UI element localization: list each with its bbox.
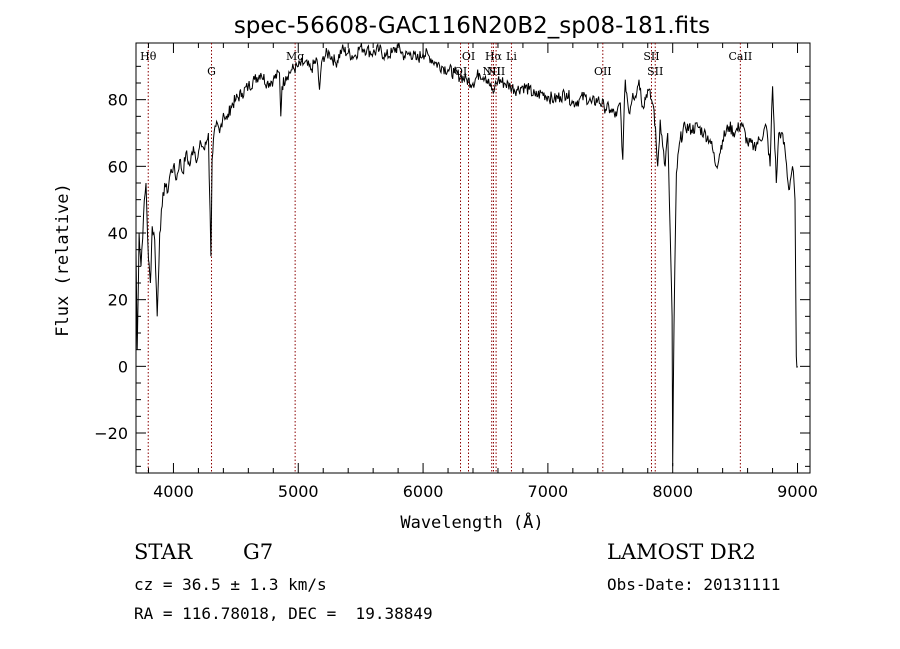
observation-date: Obs-Date: 20131111 bbox=[607, 575, 781, 594]
y-axis-label: Flux (relative) bbox=[53, 183, 73, 337]
line-marker-label: Li bbox=[506, 50, 517, 63]
x-tick-label: 8000 bbox=[652, 482, 693, 501]
y-tick-label: 0 bbox=[118, 357, 128, 376]
y-tick-label: 20 bbox=[108, 291, 128, 310]
x-tick-label: 6000 bbox=[403, 482, 444, 501]
coordinates: RA = 116.78018, DEC = 19.38849 bbox=[134, 604, 433, 623]
line-marker-label: CaII bbox=[729, 50, 753, 63]
survey-name: LAMOST DR2 bbox=[607, 540, 756, 564]
y-tick-label: −20 bbox=[94, 424, 128, 443]
y-tick-label: 60 bbox=[108, 157, 128, 176]
line-marker-label: NII bbox=[487, 65, 505, 78]
x-tick-label: 4000 bbox=[153, 482, 194, 501]
line-marker-label: Hα bbox=[485, 50, 503, 63]
line-marker-label: OI bbox=[462, 50, 475, 63]
x-tick-label: 9000 bbox=[777, 482, 818, 501]
line-marker-label: OI bbox=[454, 65, 467, 78]
line-marker-label: OII bbox=[594, 65, 612, 78]
line-marker-label: SII bbox=[643, 50, 659, 63]
chart-title: spec-56608-GAC116N20B2_sp08-181.fits bbox=[234, 13, 710, 39]
redshift-velocity: cz = 36.5 ± 1.3 km/s bbox=[134, 575, 327, 594]
x-axis-label: Wavelength (Å) bbox=[400, 511, 543, 533]
y-tick-label: 40 bbox=[108, 224, 128, 243]
object-class: STAR bbox=[134, 540, 193, 564]
x-tick-label: 7000 bbox=[528, 482, 569, 501]
line-marker-label: G bbox=[207, 65, 216, 78]
y-tick-label: 80 bbox=[108, 91, 128, 110]
spectrum-chart: spec-56608-GAC116N20B2_sp08-181.fits Hθ G… bbox=[53, 13, 818, 533]
line-marker-label: Hθ bbox=[140, 50, 157, 63]
x-tick-label: 5000 bbox=[278, 482, 319, 501]
line-marker-label: SII bbox=[647, 65, 663, 78]
plot-frame bbox=[135, 42, 811, 474]
spectrum-line bbox=[135, 42, 798, 467]
line-marker-label: Mg bbox=[286, 50, 304, 63]
object-subclass: G7 bbox=[243, 540, 274, 564]
